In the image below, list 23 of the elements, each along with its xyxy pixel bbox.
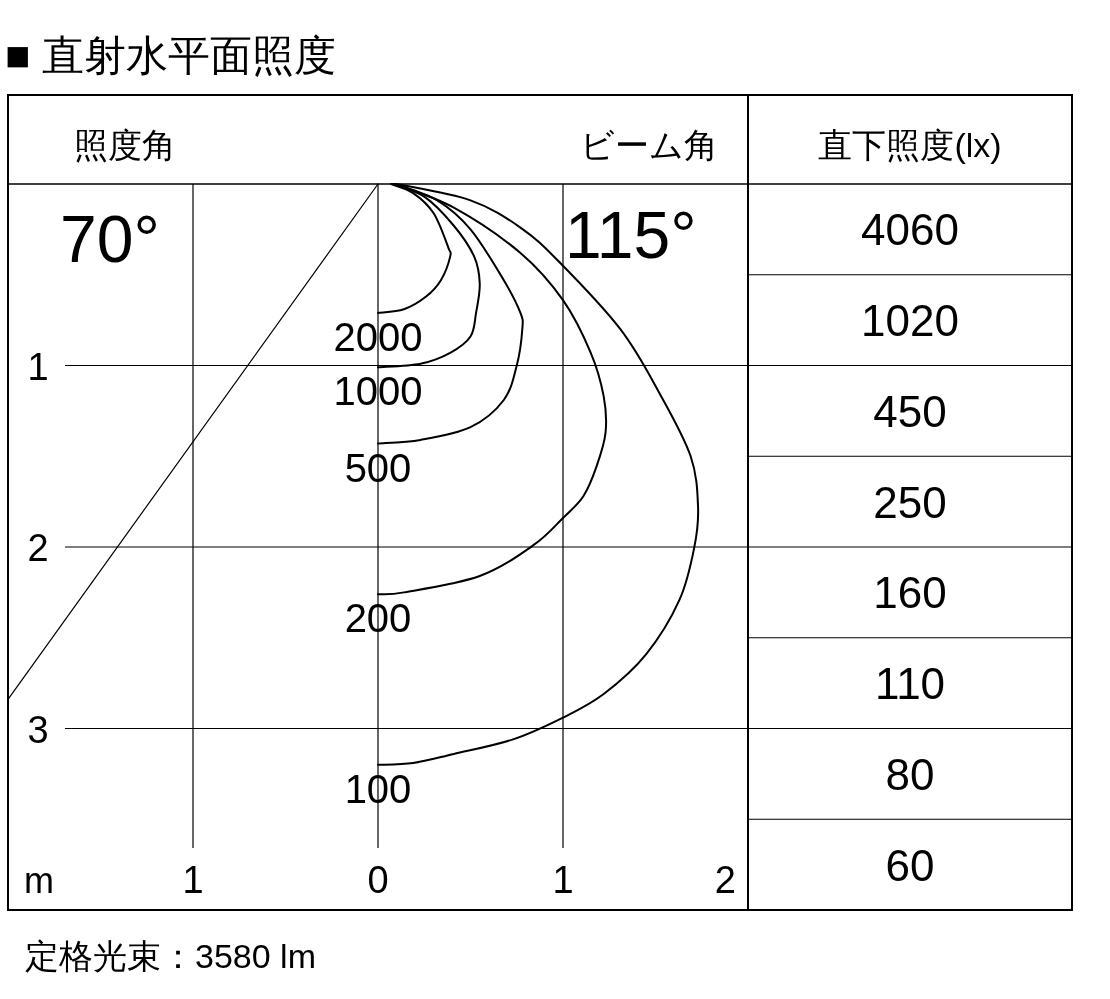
data-label: 80 <box>885 749 935 799</box>
annotation: 70° <box>60 202 160 276</box>
data-label: 250 <box>873 477 947 527</box>
x-tick-label: 0 <box>367 859 389 901</box>
y-tick-label: 3 <box>27 708 49 751</box>
data-label: 160 <box>873 568 947 618</box>
x-tick-label: 1 <box>182 859 204 901</box>
text: 定格光束：3580 lm <box>25 937 316 975</box>
data-label: 60 <box>885 840 935 890</box>
text: 照度角 <box>74 126 176 164</box>
annotation: 115° <box>565 198 697 272</box>
x-axis-title: m <box>24 860 54 901</box>
data-label: 1020 <box>861 296 959 346</box>
text: 直下照度(lx) <box>818 126 1002 164</box>
data-label: 4060 <box>861 205 959 255</box>
y-tick-label: 2 <box>27 527 49 569</box>
y-tick-label: 1 <box>27 345 49 388</box>
x-tick-label: 1 <box>552 859 574 901</box>
data-label: 110 <box>874 659 946 709</box>
text: ビーム角 <box>580 126 718 164</box>
chart-title: ■ 直射水平面照度 <box>5 32 337 79</box>
x-tick-label: 2 <box>714 859 736 901</box>
data-label: 450 <box>873 386 947 436</box>
